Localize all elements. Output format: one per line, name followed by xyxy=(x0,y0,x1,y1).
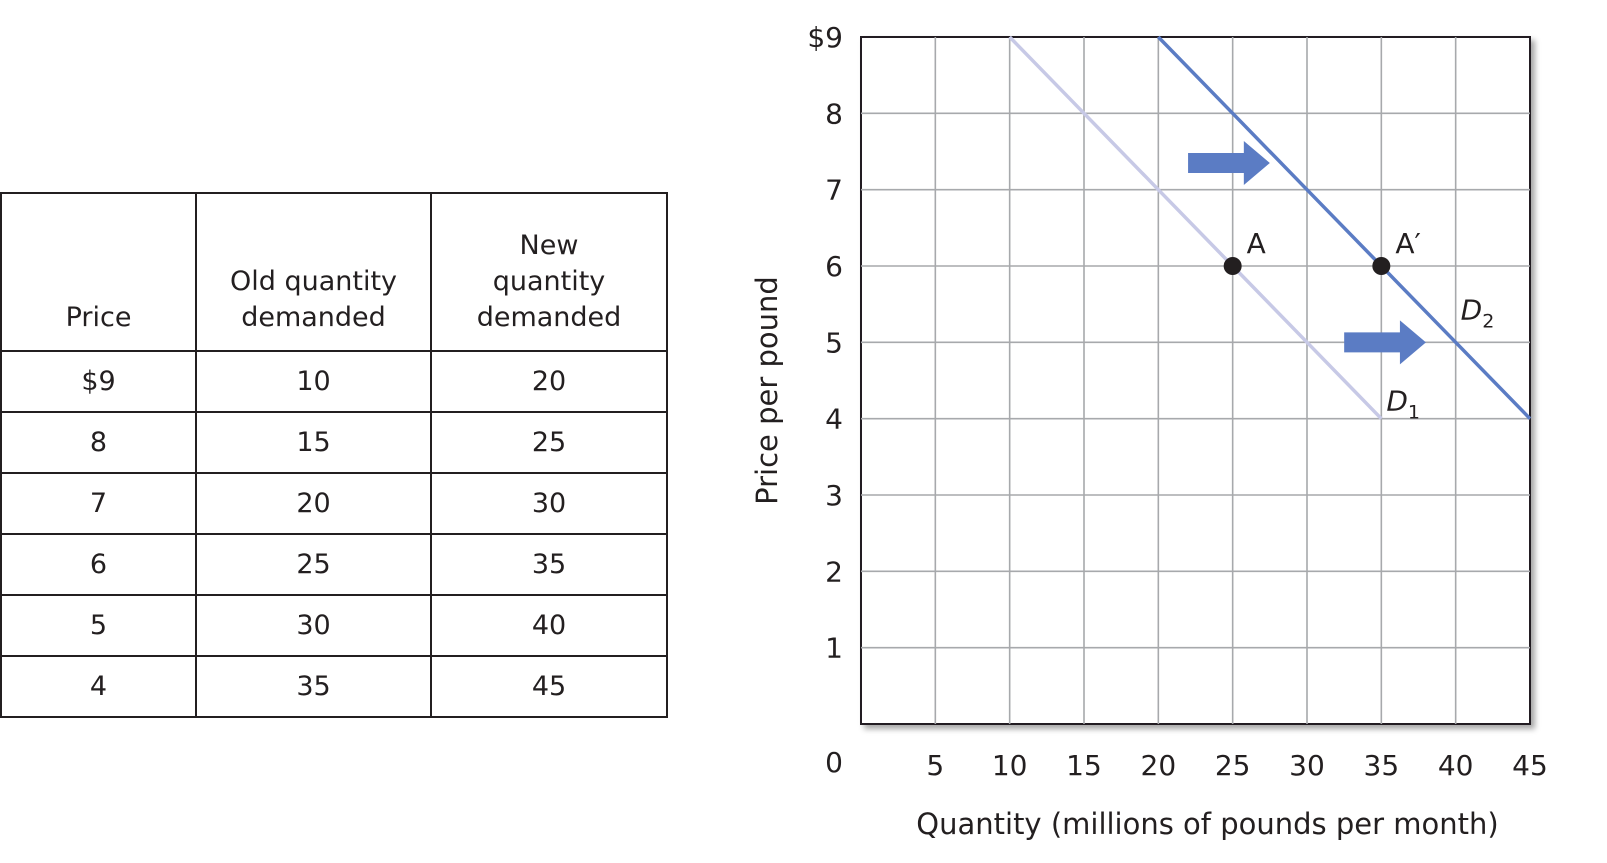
cell-price: 7 xyxy=(0,472,197,535)
cell-old-quantity: 30 xyxy=(195,594,432,657)
demand-curves: D1 D2 xyxy=(1008,35,1532,424)
cell-old-quantity: 15 xyxy=(195,411,432,474)
x-tick-label: 30 xyxy=(1289,749,1325,782)
x-tick-label: 25 xyxy=(1215,749,1251,782)
y-tick-label: 8 xyxy=(825,97,843,130)
point-markers: A A′ xyxy=(1223,227,1421,275)
y-tick-label: 3 xyxy=(825,479,843,512)
demand-schedule-table-wrap: Price Old quantity demanded New quantity… xyxy=(0,192,668,718)
cell-new-quantity: 40 xyxy=(430,594,668,657)
x-tick-label: 40 xyxy=(1438,749,1474,782)
y-tick-label: 2 xyxy=(825,555,843,588)
table-header-row: Price Old quantity demanded New quantity… xyxy=(0,192,668,352)
y-tick-label: 7 xyxy=(825,174,843,207)
point-label: A xyxy=(1247,227,1266,260)
header-price: Price xyxy=(0,192,197,352)
curve-label-d2: D2 xyxy=(1461,293,1495,332)
table-row: 4 35 45 xyxy=(0,655,668,718)
cell-old-quantity: 35 xyxy=(195,655,432,718)
y-tick-label: 6 xyxy=(825,250,843,283)
y-tick-label: $9 xyxy=(807,21,843,54)
cell-price: 8 xyxy=(0,411,197,474)
point-marker xyxy=(1372,257,1391,275)
cell-price: 6 xyxy=(0,533,197,596)
table-row: 7 20 30 xyxy=(0,472,668,535)
x-tick-label: 20 xyxy=(1141,749,1177,782)
cell-new-quantity: 30 xyxy=(430,472,668,535)
shift-arrow xyxy=(1344,320,1426,365)
point-label: A′ xyxy=(1395,227,1421,260)
table-row: 8 15 25 xyxy=(0,411,668,474)
cell-new-quantity: 20 xyxy=(430,350,668,413)
cell-old-quantity: 10 xyxy=(195,350,432,413)
x-tick-label: 5 xyxy=(926,749,944,782)
origin-label: 0 xyxy=(825,746,843,779)
header-new-quantity: New quantity demanded xyxy=(430,192,668,352)
y-tick-label: 4 xyxy=(825,403,843,436)
demand-curve-d1 xyxy=(1008,35,1383,420)
cell-old-quantity: 25 xyxy=(195,533,432,596)
shift-arrows xyxy=(1188,140,1426,365)
demand-schedule-table: Price Old quantity demanded New quantity… xyxy=(0,192,668,718)
header-old-quantity: Old quantity demanded xyxy=(195,192,432,352)
cell-price: $9 xyxy=(0,350,197,413)
demand-curve-d2 xyxy=(1157,35,1532,420)
table-row: 6 25 35 xyxy=(0,533,668,596)
x-tick-label: 10 xyxy=(992,749,1028,782)
cell-old-quantity: 20 xyxy=(195,472,432,535)
y-tick-label: 1 xyxy=(825,632,843,665)
y-tick-label: 5 xyxy=(825,326,843,359)
x-tick-label: 35 xyxy=(1364,749,1400,782)
y-axis-label: Price per pound xyxy=(750,276,784,505)
cell-price: 5 xyxy=(0,594,197,657)
x-tick-label: 15 xyxy=(1066,749,1102,782)
cell-new-quantity: 25 xyxy=(430,411,668,474)
table-row: 5 30 40 xyxy=(0,594,668,657)
cell-price: 4 xyxy=(0,655,197,718)
x-axis-label: Quantity (millions of pounds per month) xyxy=(916,807,1498,841)
table-row: $9 10 20 xyxy=(0,350,668,413)
plot-area xyxy=(860,36,1531,725)
cell-new-quantity: 35 xyxy=(430,533,668,596)
curve-label-d1: D1 xyxy=(1386,385,1420,424)
point-marker xyxy=(1223,257,1242,275)
x-tick-label: 45 xyxy=(1512,749,1548,782)
cell-new-quantity: 45 xyxy=(430,655,668,718)
shift-arrow xyxy=(1188,140,1270,185)
